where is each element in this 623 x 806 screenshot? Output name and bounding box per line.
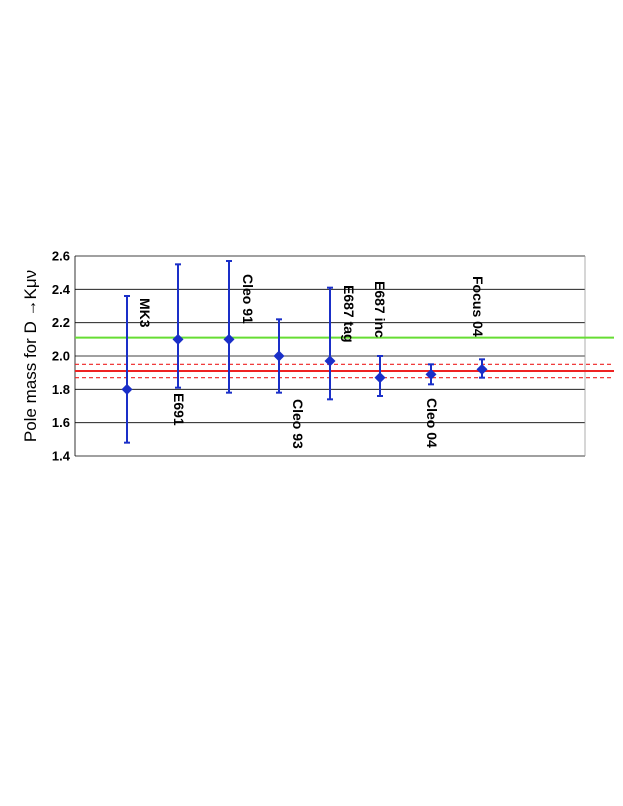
data-point bbox=[273, 350, 285, 362]
point-labels: MK3 E691 Cleo 91 Cleo 93 E687 tag E687 inc Cle… bbox=[137, 274, 486, 449]
point-label: Focus 04 bbox=[470, 276, 486, 337]
data-point bbox=[374, 372, 386, 384]
point-label: Cleo 93 bbox=[290, 399, 306, 449]
y-tick-label: 2.4 bbox=[52, 282, 71, 297]
reference-lines bbox=[75, 336, 614, 379]
data-points bbox=[121, 333, 488, 395]
y-tick-label: 1.4 bbox=[52, 449, 71, 464]
point-label: Cleo 04 bbox=[424, 398, 440, 448]
y-tick-label: 2.6 bbox=[52, 249, 70, 264]
point-label: E687 inc bbox=[372, 281, 388, 338]
y-axis-title: Pole mass for D →Kμν bbox=[21, 270, 40, 442]
y-tick-label: 1.8 bbox=[52, 382, 70, 397]
y-tick-labels: 2.6 2.4 2.2 2.0 1.8 1.6 1.4 bbox=[52, 249, 71, 464]
data-point bbox=[476, 363, 488, 375]
point-label: MK3 bbox=[137, 298, 153, 328]
data-point bbox=[223, 333, 235, 345]
data-point bbox=[121, 383, 133, 395]
point-label: Cleo 91 bbox=[240, 274, 256, 324]
y-tick-label: 1.6 bbox=[52, 415, 70, 430]
y-tick-label: 2.2 bbox=[52, 315, 70, 330]
data-point bbox=[425, 368, 437, 380]
point-label: E691 bbox=[171, 393, 187, 426]
y-tick-label: 2.0 bbox=[52, 349, 70, 364]
data-point bbox=[324, 355, 336, 367]
point-label: E687 tag bbox=[341, 285, 357, 343]
data-point bbox=[172, 333, 184, 345]
